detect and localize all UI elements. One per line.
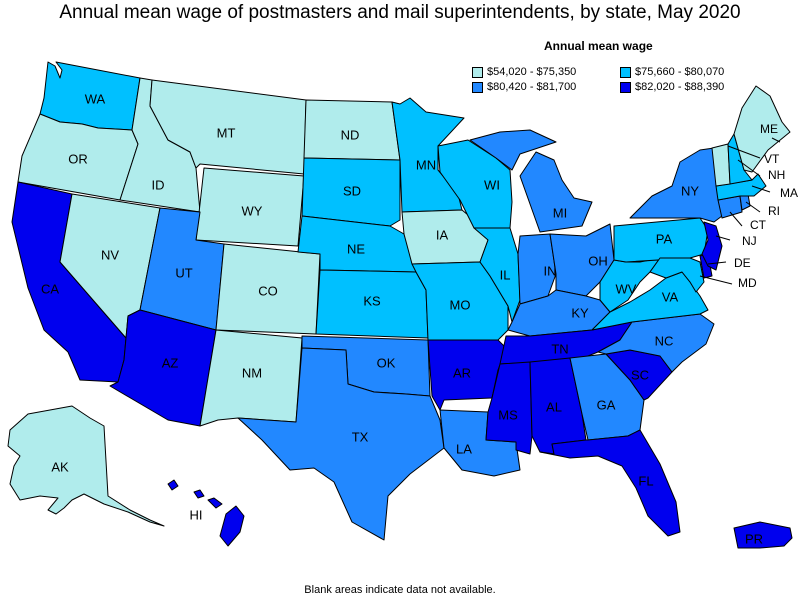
- state-MN[interactable]: [391, 97, 465, 213]
- legend-label-1: $54,020 - $75,350: [487, 66, 577, 78]
- state-label-VA: VA: [662, 289, 679, 304]
- state-label-NY: NY: [681, 183, 699, 198]
- legend-item-1: $54,020 - $75,350: [472, 66, 576, 78]
- state-label-MO: MO: [450, 297, 471, 312]
- state-label-NV: NV: [101, 247, 119, 262]
- state-label-CA: CA: [41, 281, 59, 296]
- legend-swatch-2: [620, 66, 631, 78]
- legend-label-4: $82,020 - $88,390: [635, 81, 725, 93]
- state-label-MA: MA: [780, 186, 798, 200]
- legend-swatch-3: [472, 81, 483, 93]
- state-label-ID: ID: [152, 177, 165, 192]
- legend-label-3: $80,420 - $81,700: [487, 81, 577, 93]
- state-PR[interactable]: [733, 521, 793, 549]
- state-label-MD: MD: [738, 276, 757, 290]
- state-label-TN: TN: [551, 341, 568, 356]
- legend-label-2: $75,660 - $80,070: [635, 66, 725, 78]
- state-label-UT: UT: [175, 265, 192, 280]
- state-label-DE: DE: [734, 256, 751, 270]
- map-title: Annual mean wage of postmasters and mail…: [59, 2, 741, 23]
- state-label-LA: LA: [456, 441, 472, 456]
- state-NC[interactable]: [597, 313, 715, 373]
- state-HI[interactable]: [167, 479, 245, 547]
- state-label-MT: MT: [217, 125, 236, 140]
- state-label-AK: AK: [51, 459, 69, 474]
- state-label-GA: GA: [597, 397, 616, 412]
- state-label-VT: VT: [764, 152, 780, 166]
- state-label-NM: NM: [242, 365, 262, 380]
- state-label-HI: HI: [190, 507, 203, 522]
- state-SD[interactable]: [301, 157, 401, 227]
- state-label-PA: PA: [656, 231, 673, 246]
- state-label-NJ: NJ: [742, 234, 757, 248]
- state-label-KY: KY: [571, 305, 589, 320]
- state-AK[interactable]: [7, 405, 165, 527]
- state-label-ME: ME: [760, 122, 778, 136]
- state-label-NC: NC: [655, 333, 674, 348]
- state-IL[interactable]: [473, 227, 521, 323]
- state-WI[interactable]: [437, 139, 513, 229]
- state-label-ND: ND: [341, 127, 360, 142]
- state-label-RI: RI: [768, 204, 780, 218]
- state-label-IL: IL: [500, 267, 511, 282]
- state-ME[interactable]: [733, 85, 791, 173]
- state-label-MI: MI: [553, 205, 567, 220]
- footnote: Blank areas indicate data not available.: [304, 584, 496, 596]
- legend-swatch-4: [620, 81, 631, 93]
- state-label-WV: WV: [616, 281, 637, 296]
- legend-swatch-1: [472, 66, 483, 78]
- state-label-OH: OH: [588, 253, 608, 268]
- state-MI[interactable]: [469, 129, 593, 233]
- state-label-WI: WI: [484, 177, 500, 192]
- label-leader-lines: [699, 137, 781, 285]
- state-label-SC: SC: [631, 367, 649, 382]
- legend-item-3: $80,420 - $81,700: [472, 81, 576, 93]
- state-label-CT: CT: [750, 218, 767, 232]
- state-FL[interactable]: [539, 429, 681, 537]
- state-NH[interactable]: [727, 133, 753, 185]
- state-label-PR: PR: [745, 531, 763, 546]
- legend-item-2: $75,660 - $80,070: [620, 66, 724, 78]
- legend-item-4: $82,020 - $88,390: [620, 81, 724, 93]
- state-TX[interactable]: [237, 347, 445, 541]
- state-MD[interactable]: [649, 257, 705, 293]
- state-PA[interactable]: [613, 217, 709, 263]
- state-label-NH: NH: [768, 168, 785, 182]
- state-label-KS: KS: [363, 293, 381, 308]
- state-label-TX: TX: [352, 429, 369, 444]
- state-label-WA: WA: [85, 91, 106, 106]
- legend-title: Annual mean wage: [544, 39, 653, 53]
- state-label-AZ: AZ: [162, 355, 179, 370]
- state-label-FL: FL: [638, 473, 653, 488]
- state-labels: WA OR CA ID NV MT WY UT AZ CO NM ND SD NE KS OK TX MN IA MO…: [41, 91, 798, 546]
- state-NY[interactable]: [629, 147, 723, 223]
- state-label-IN: IN: [544, 263, 557, 278]
- state-label-AL: AL: [546, 399, 562, 414]
- state-label-OK: OK: [377, 355, 396, 370]
- state-NJ[interactable]: [701, 221, 723, 271]
- state-MA[interactable]: [715, 173, 767, 201]
- state-label-NE: NE: [347, 241, 365, 256]
- state-label-AR: AR: [453, 365, 471, 380]
- state-label-MN: MN: [416, 157, 436, 172]
- state-label-CO: CO: [258, 283, 278, 298]
- state-label-OR: OR: [68, 151, 88, 166]
- state-label-IA: IA: [436, 227, 449, 242]
- state-label-WY: WY: [242, 203, 263, 218]
- state-label-SD: SD: [343, 183, 361, 198]
- state-label-MS: MS: [498, 407, 518, 422]
